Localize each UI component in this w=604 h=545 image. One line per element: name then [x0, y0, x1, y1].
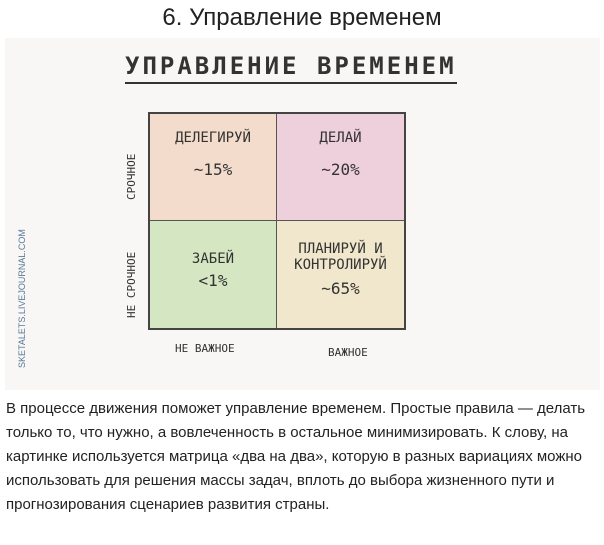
quadrant-plan: ПЛАНИРУЙ И КОНТРОЛИРУЙ ~65% [277, 221, 404, 328]
quadrant-value: <1% [198, 271, 228, 290]
x-label-important: ВАЖНОЕ [328, 346, 368, 359]
quadrant-drop: ЗАБЕЙ <1% [150, 221, 277, 328]
quadrant-value: ~65% [321, 279, 360, 298]
quadrant-do: ДЕЛАЙ ~20% [277, 114, 404, 221]
quadrant-delegate: ДЕЛЕГИРУЙ ~15% [150, 114, 277, 221]
quadrant-label: ДЕЛЕГИРУЙ [175, 130, 251, 146]
time-management-illustration: УПРАВЛЕНИЕ ВРЕМЕНЕМ СРОЧНОЕ НЕ СРОЧНОЕ Д… [5, 38, 600, 390]
quadrant-label: ЗАБЕЙ [191, 251, 235, 267]
quadrant-value: ~15% [193, 160, 233, 179]
body-paragraph: В процессе движения поможет управление в… [6, 400, 586, 513]
y-label-urgent: СРОЧНОЕ [125, 153, 138, 200]
quadrant-label: ДЕЛАЙ [319, 130, 362, 146]
y-label-not-urgent: НЕ СРОЧНОЕ [125, 251, 138, 318]
quadrant-label: ПЛАНИРУЙ И КОНТРОЛИРУЙ [294, 241, 387, 273]
watermark: SKETALETS.LIVEJOURNAL.COM [17, 229, 27, 368]
section-heading: 6. Управление временем [162, 4, 442, 31]
quadrant-value: ~20% [321, 160, 360, 179]
illustration-title: УПРАВЛЕНИЕ ВРЕМЕНЕМ [125, 52, 457, 84]
x-label-not-important: НЕ ВАЖНОЕ [175, 342, 235, 355]
priority-matrix: ДЕЛЕГИРУЙ ~15% ДЕЛАЙ ~20% ЗАБЕЙ <1% ПЛАНИРУ… [148, 112, 406, 330]
